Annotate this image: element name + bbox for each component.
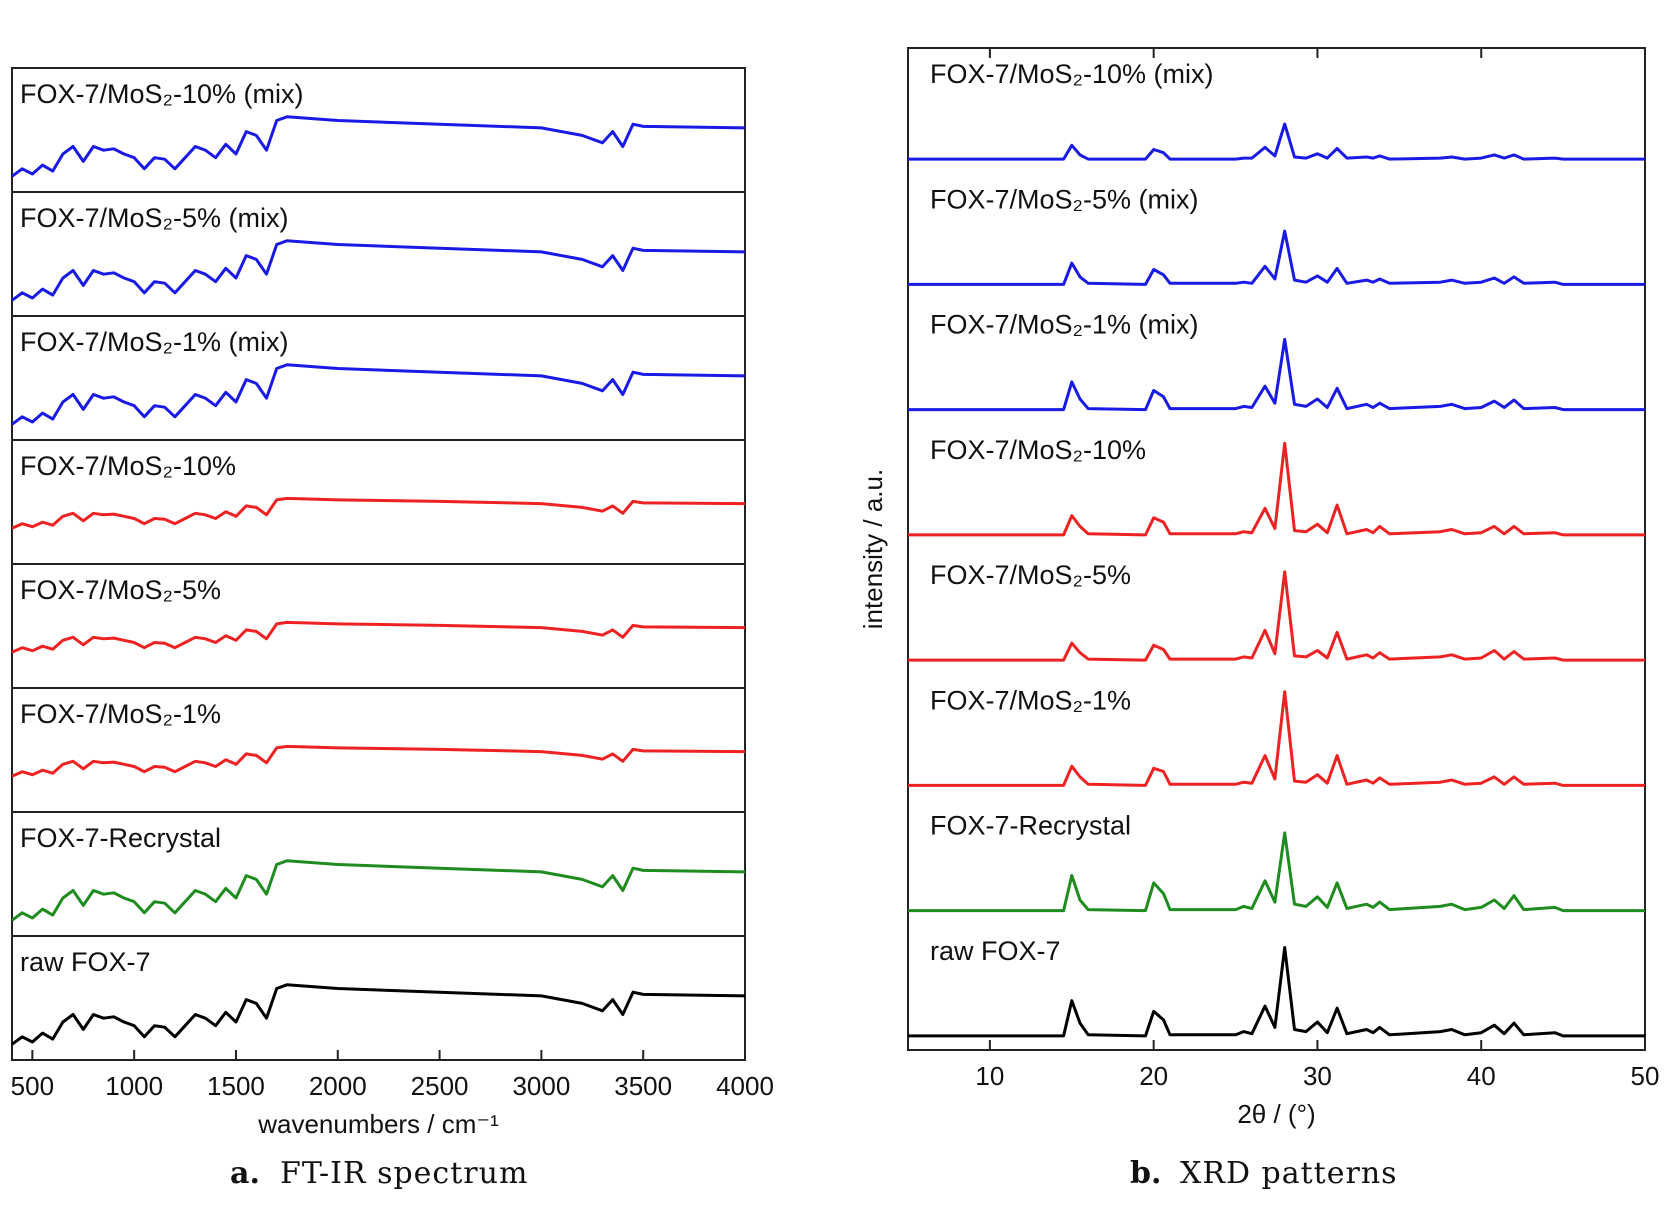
series-label: FOX-7/MoS₂-10% [930,435,1146,465]
series-label: FOX-7/MoS₂-5% (mix) [930,184,1199,214]
series-label: FOX-7-Recrystal [20,823,221,853]
spectrum-line [11,496,746,530]
spectrum-line [11,239,746,302]
series-label: FOX-7/MoS₂-1% [930,685,1131,715]
x-tick-label: 3500 [614,1071,672,1101]
caption: FT-IR spectrum [280,1156,528,1191]
series-label: FOX-7/MoS₂-5% [930,560,1131,590]
x-tick-label: 3000 [512,1071,570,1101]
series-label: FOX-7/MoS₂-10% (mix) [930,59,1214,89]
spectrum-line [11,363,746,426]
x-tick-label: 1500 [207,1071,265,1101]
x-axis-label: 2θ / (°) [1237,1099,1315,1129]
spectrum-line [11,859,746,922]
series-label: FOX-7-Recrystal [930,811,1131,841]
caption: XRD patterns [1180,1156,1398,1191]
spectrum-line [11,744,746,778]
series-label: FOX-7/MoS₂-10% [20,451,236,481]
spectrum-line [908,122,1645,161]
spectrum-line [11,115,746,178]
series-label: FOX-7/MoS₂-5% (mix) [20,203,289,233]
x-tick-label: 40 [1467,1061,1496,1091]
x-tick-label: 4000 [716,1071,774,1101]
spectrum-line [908,946,1645,1038]
plot-frame [907,47,1646,1051]
spectrum-line [908,229,1645,286]
series-label: raw FOX-7 [930,936,1061,966]
x-tick-label: 2000 [309,1071,367,1101]
spectrum-line [908,690,1645,787]
y-axis-label: intensity / a.u. [858,469,888,629]
spectrum-line [11,983,746,1046]
x-tick-label: 2500 [411,1071,469,1101]
spectrum-line [908,441,1645,537]
x-axis-label: wavenumbers / cm⁻¹ [257,1109,499,1139]
x-tick-label: 500 [11,1071,54,1101]
spectrum-line [908,570,1645,662]
x-tick-label: 10 [975,1061,1004,1091]
series-label: FOX-7/MoS₂-10% (mix) [20,79,304,109]
series-label: raw FOX-7 [20,947,151,977]
caption-label: b. [1130,1156,1161,1191]
spectrum-line [908,831,1645,913]
series-label: FOX-7/MoS₂-5% [20,575,221,605]
caption-label: a. [230,1156,260,1191]
series-label: FOX-7/MoS₂-1% [20,699,221,729]
spectrum-line [908,337,1645,412]
x-tick-label: 1000 [105,1071,163,1101]
x-tick-label: 50 [1631,1061,1660,1091]
series-label: FOX-7/MoS₂-1% (mix) [20,327,289,357]
series-label: FOX-7/MoS₂-1% (mix) [930,310,1199,340]
spectrum-line [11,620,746,654]
x-tick-label: 30 [1303,1061,1332,1091]
x-tick-label: 20 [1139,1061,1168,1091]
